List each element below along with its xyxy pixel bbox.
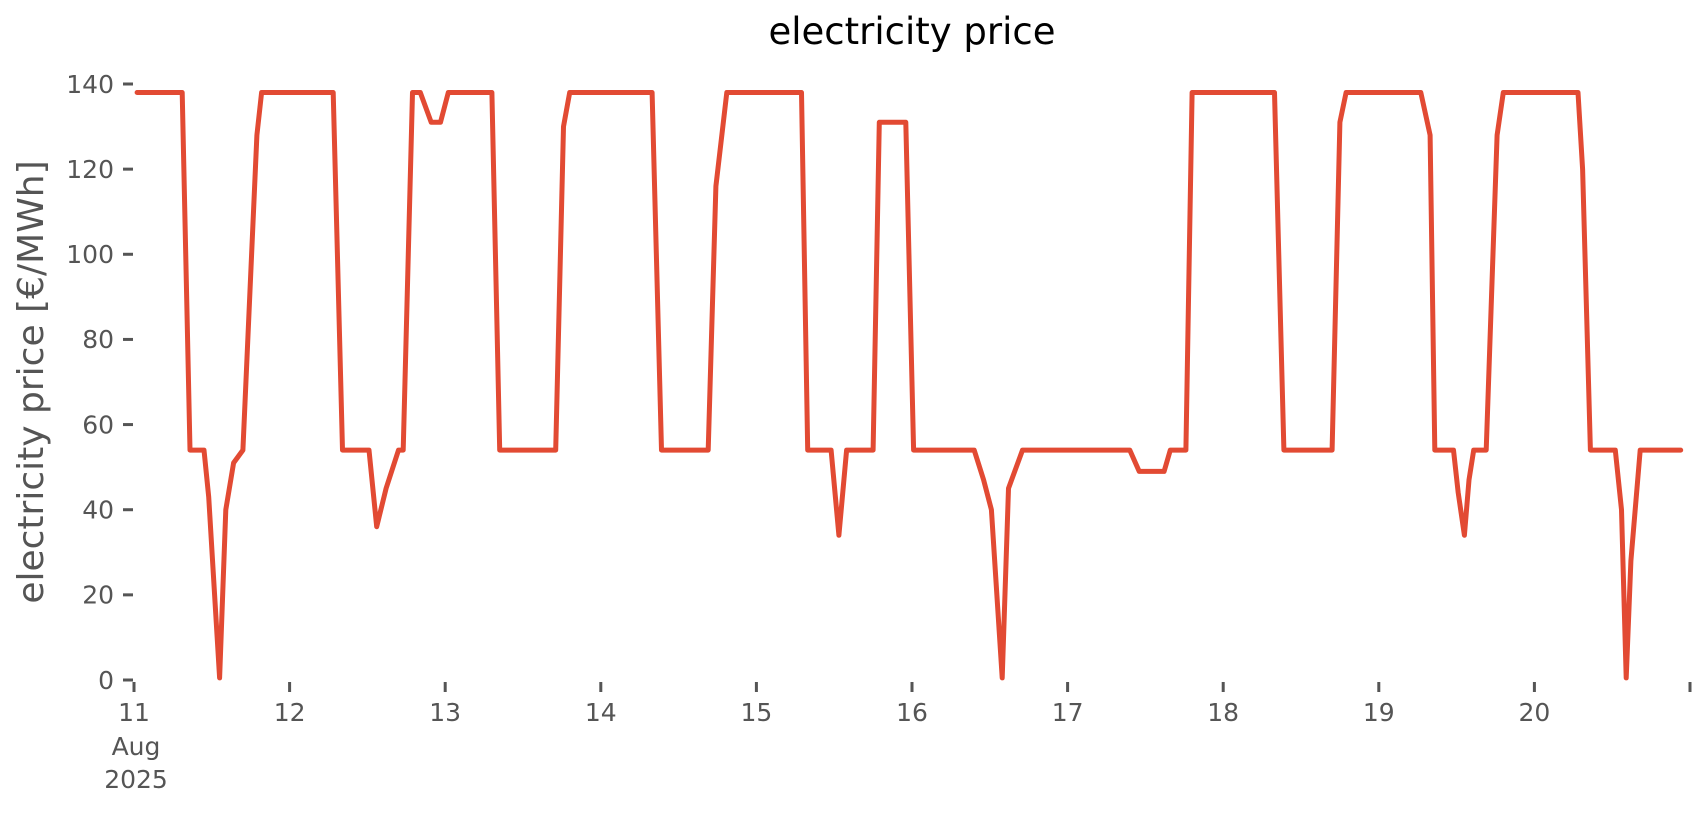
x-tick-label: 12	[274, 698, 306, 727]
x-axis-year-label: 2025	[104, 765, 168, 794]
chart-title: electricity price	[768, 10, 1056, 53]
y-tick-label: 140	[66, 70, 114, 99]
x-tick-label: 15	[740, 698, 772, 727]
price-series-line	[134, 90, 1684, 681]
y-tick-label: 40	[82, 495, 114, 524]
x-tick-label: 14	[585, 698, 617, 727]
y-tick-label: 20	[82, 581, 114, 610]
y-tick-label: 100	[66, 240, 114, 269]
x-tick-label: 13	[429, 698, 461, 727]
y-tick-label: 120	[66, 155, 114, 184]
x-tick-label: 17	[1052, 698, 1084, 727]
x-tick-label: 18	[1207, 698, 1239, 727]
x-tick-label: 19	[1363, 698, 1395, 727]
x-tick-label: 20	[1518, 698, 1550, 727]
x-tick-label: 16	[896, 698, 928, 727]
y-tick-label: 80	[82, 325, 114, 354]
y-tick-label: 60	[82, 410, 114, 439]
y-tick-label: 0	[98, 666, 114, 695]
x-tick-label: 11	[118, 698, 150, 727]
x-axis-month-label: Aug	[112, 732, 161, 761]
